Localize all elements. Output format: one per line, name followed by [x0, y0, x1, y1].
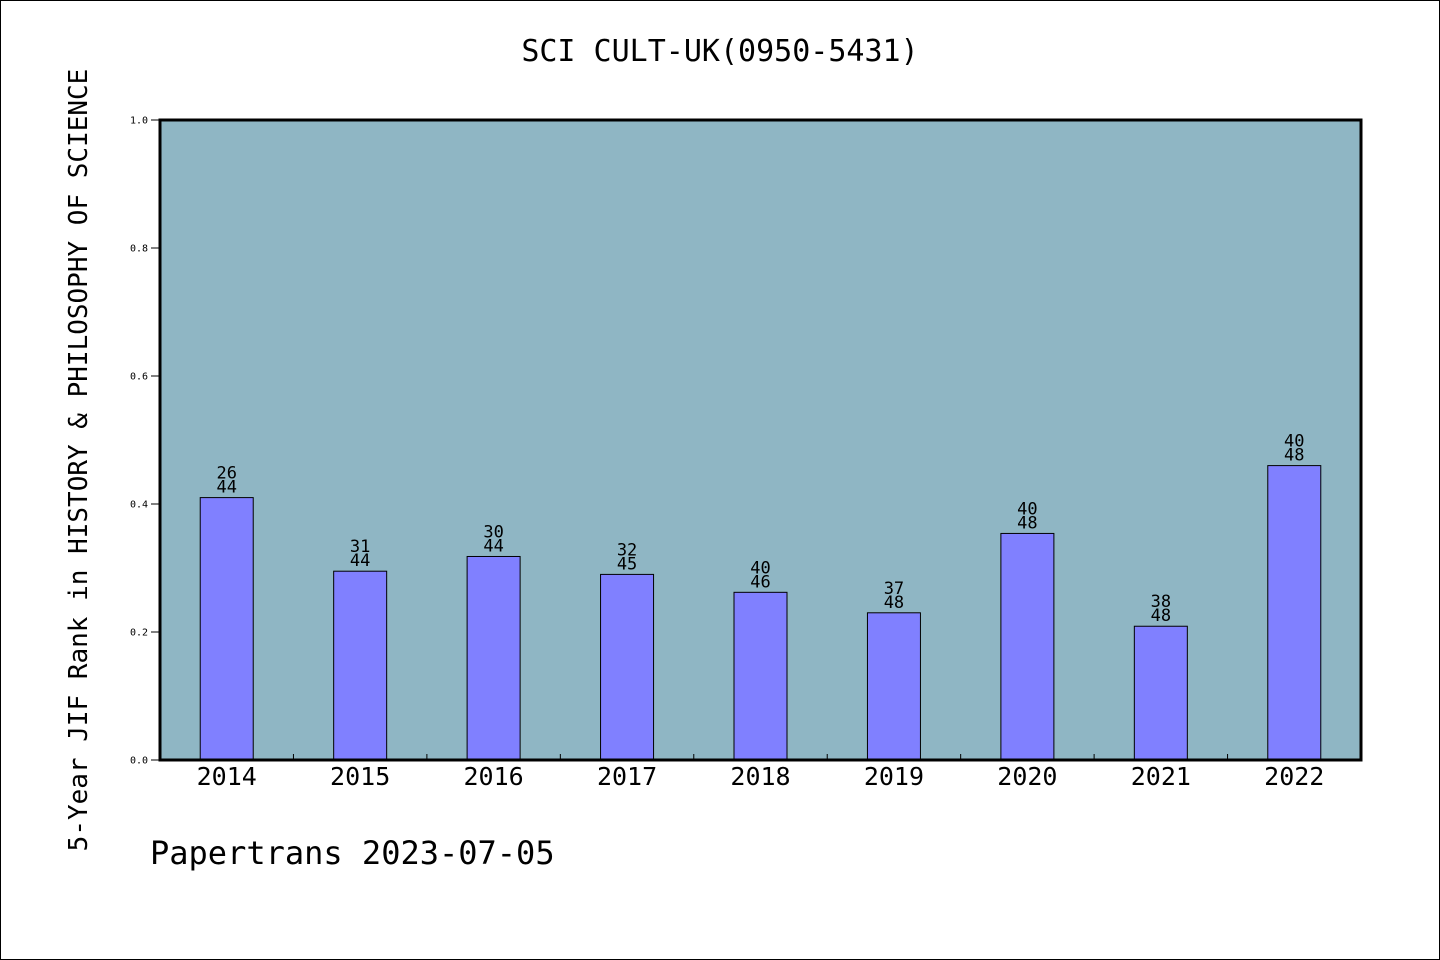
bar-label-bottom: 48: [1017, 513, 1037, 533]
bar-2015: [333, 570, 388, 761]
y-tick-label: 0.2: [130, 628, 148, 639]
bar-2019: [866, 612, 921, 761]
y-tick-label: 0.6: [130, 372, 148, 383]
y-tick-label: 0.8: [130, 244, 148, 255]
bar-2018: [733, 591, 788, 761]
bar-label-top: 26: [216, 464, 236, 484]
y-tick-label: 1.0: [130, 116, 148, 127]
bar-2016: [466, 555, 521, 761]
bar-label-bottom: 44: [350, 551, 370, 571]
x-tick-label: 2020: [997, 762, 1057, 791]
bar-label-top: 38: [1151, 592, 1171, 612]
bar-label-bottom: 48: [1284, 446, 1304, 466]
bar-label-top: 40: [750, 558, 770, 578]
bar-label-bottom: 48: [1151, 606, 1171, 626]
x-tick-label: 2014: [197, 762, 257, 791]
footer-credit: Papertrans 2023-07-05: [150, 834, 555, 872]
bar-label-top: 37: [884, 579, 904, 599]
bar-label-top: 40: [1284, 432, 1304, 452]
y-tick-label: 0.4: [130, 500, 148, 511]
bar-2017: [600, 573, 655, 761]
plot-border: [158, 118, 1363, 762]
bar-label-bottom: 46: [750, 572, 770, 592]
x-tick-label: 2018: [730, 762, 790, 791]
bar-label-top: 40: [1017, 499, 1037, 519]
bar-label-bottom: 45: [617, 554, 637, 574]
bar-label-bottom: 44: [216, 478, 236, 498]
bar-2022: [1267, 465, 1322, 761]
x-tick-label: 2022: [1264, 762, 1324, 791]
x-tick-label: 2016: [464, 762, 524, 791]
chart-title: SCI CULT-UK(0950-5431): [521, 34, 919, 69]
bar-label-top: 32: [617, 540, 637, 560]
x-tick-label: 2021: [1131, 762, 1191, 791]
bar-2021: [1133, 625, 1188, 761]
bar-2014: [199, 497, 254, 761]
bar-label-top: 31: [350, 537, 370, 557]
x-tick-label: 2015: [330, 762, 390, 791]
bar-label-top: 30: [483, 522, 503, 542]
bar-label-bottom: 44: [483, 536, 503, 556]
y-axis-label: 5-Year JIF Rank in HISTORY & PHILOSOPHY …: [64, 68, 94, 852]
bar-2020: [1000, 532, 1055, 761]
x-tick-label: 2019: [864, 762, 924, 791]
y-tick-label: 0.0: [130, 756, 148, 767]
x-tick-label: 2017: [597, 762, 657, 791]
bar-label-bottom: 48: [884, 593, 904, 613]
